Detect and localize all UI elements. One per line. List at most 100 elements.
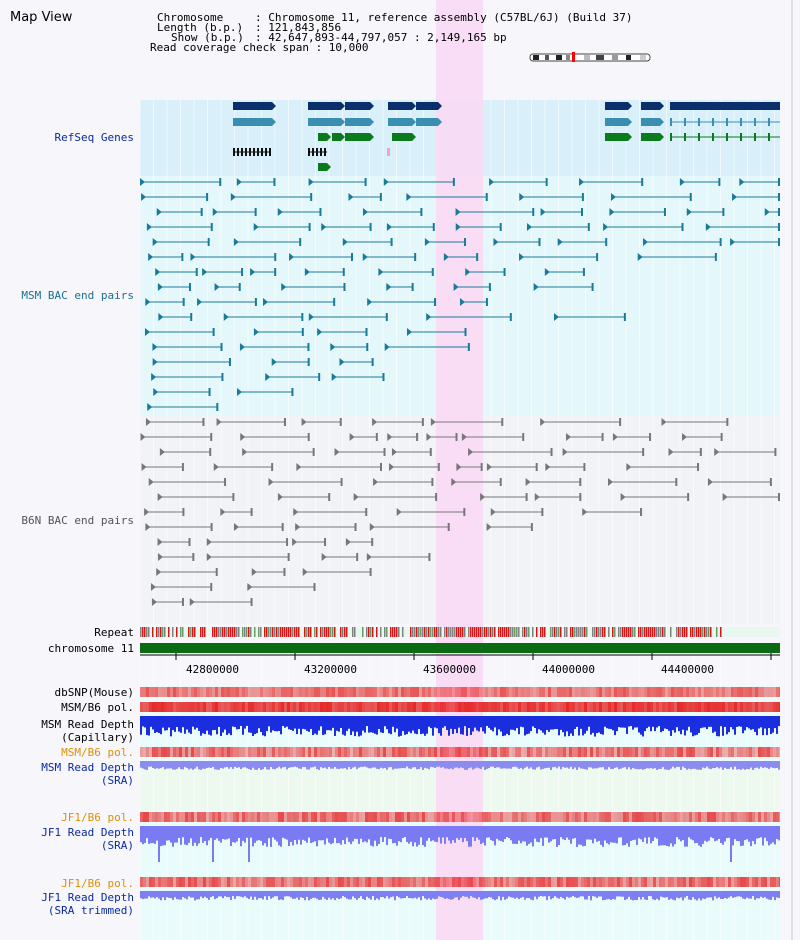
bac-end-arrow[interactable]	[679, 178, 685, 186]
bac-end-marker[interactable]	[719, 238, 722, 246]
bac-end-arrow[interactable]	[465, 268, 471, 276]
bac-end-marker[interactable]	[687, 493, 690, 501]
track-label-refseq[interactable]: RefSeq Genes	[54, 131, 134, 144]
bac-end-arrow[interactable]	[206, 538, 212, 546]
bac-end-marker[interactable]	[287, 553, 290, 561]
bac-end-arrow[interactable]	[253, 223, 259, 231]
bac-end-arrow[interactable]	[544, 268, 550, 276]
bac-end-arrow[interactable]	[668, 448, 674, 456]
bac-end-marker[interactable]	[581, 208, 584, 216]
gene-exon[interactable]	[388, 118, 412, 126]
gene-exon[interactable]	[245, 148, 247, 156]
bac-end-marker[interactable]	[778, 193, 780, 201]
bac-end-arrow[interactable]	[223, 313, 229, 321]
gene-exon[interactable]	[754, 118, 756, 126]
bac-end-arrow[interactable]	[540, 418, 546, 426]
bac-end-arrow[interactable]	[387, 433, 393, 441]
bac-end-marker[interactable]	[501, 418, 504, 426]
bac-end-marker[interactable]	[619, 418, 622, 426]
bac-end-arrow[interactable]	[145, 418, 151, 426]
bac-end-arrow[interactable]	[349, 433, 355, 441]
bac-end-marker[interactable]	[596, 253, 599, 261]
bac-end-arrow[interactable]	[545, 463, 551, 471]
gene-exon[interactable]	[265, 148, 267, 156]
bac-end-arrow[interactable]	[302, 568, 308, 576]
bac-end-arrow[interactable]	[189, 598, 195, 606]
bac-end-marker[interactable]	[432, 223, 435, 231]
bac-end-arrow[interactable]	[637, 253, 643, 261]
bac-end-arrow[interactable]	[642, 238, 648, 246]
bac-end-arrow[interactable]	[301, 418, 307, 426]
bac-end-arrow[interactable]	[339, 358, 345, 366]
bac-end-marker[interactable]	[286, 538, 289, 546]
bac-end-arrow[interactable]	[582, 508, 588, 516]
bac-end-marker[interactable]	[522, 433, 525, 441]
bac-end-marker[interactable]	[271, 463, 274, 471]
bac-end-arrow[interactable]	[271, 358, 277, 366]
bac-end-marker[interactable]	[356, 553, 359, 561]
bac-end-arrow[interactable]	[145, 523, 151, 531]
bac-end-arrow[interactable]	[197, 298, 203, 306]
bac-end-marker[interactable]	[778, 223, 780, 231]
bac-end-marker[interactable]	[525, 493, 528, 501]
bac-end-arrow[interactable]	[334, 448, 340, 456]
bac-end-arrow[interactable]	[389, 463, 395, 471]
bac-end-arrow[interactable]	[156, 568, 162, 576]
bac-end-arrow[interactable]	[366, 553, 372, 561]
bac-end-marker[interactable]	[283, 568, 286, 576]
bac-end-arrow[interactable]	[378, 268, 384, 276]
bac-end-arrow[interactable]	[268, 478, 274, 486]
bac-end-arrow[interactable]	[459, 298, 465, 306]
bac-end-arrow[interactable]	[153, 388, 159, 396]
bac-end-arrow[interactable]	[212, 208, 218, 216]
gene-exon[interactable]	[726, 133, 728, 141]
bac-end-arrow[interactable]	[158, 313, 164, 321]
gene-exon[interactable]	[740, 118, 742, 126]
bac-end-arrow[interactable]	[732, 193, 738, 201]
bac-end-arrow[interactable]	[406, 193, 412, 201]
bac-end-arrow[interactable]	[686, 208, 692, 216]
bac-end-arrow[interactable]	[321, 553, 327, 561]
gene-exon[interactable]	[754, 133, 756, 141]
bac-end-arrow[interactable]	[293, 508, 299, 516]
bac-end-marker[interactable]	[210, 523, 213, 531]
bac-end-arrow[interactable]	[213, 463, 219, 471]
bac-end-marker[interactable]	[623, 313, 626, 321]
bac-end-arrow[interactable]	[406, 328, 412, 336]
bac-end-marker[interactable]	[209, 448, 212, 456]
chromosome-ideogram[interactable]	[529, 52, 651, 62]
bac-end-arrow[interactable]	[144, 508, 150, 516]
bac-end-arrow[interactable]	[722, 493, 728, 501]
bac-end-arrow[interactable]	[155, 268, 161, 276]
bac-end-marker[interactable]	[579, 478, 582, 486]
bac-end-arrow[interactable]	[739, 178, 745, 186]
bac-end-marker[interactable]	[452, 178, 455, 186]
bac-end-marker[interactable]	[339, 418, 342, 426]
bac-end-marker[interactable]	[720, 433, 723, 441]
bac-end-marker[interactable]	[429, 448, 432, 456]
bac-end-marker[interactable]	[369, 568, 372, 576]
bac-end-arrow[interactable]	[730, 238, 736, 246]
bac-end-arrow[interactable]	[493, 238, 499, 246]
bac-end-marker[interactable]	[283, 418, 286, 426]
bac-end-arrow[interactable]	[146, 223, 152, 231]
bac-end-arrow[interactable]	[607, 478, 613, 486]
bac-end-marker[interactable]	[579, 493, 582, 501]
bac-end-arrow[interactable]	[144, 328, 150, 336]
gene-exon[interactable]	[698, 118, 700, 126]
bac-end-marker[interactable]	[301, 328, 304, 336]
bac-end-marker[interactable]	[219, 178, 222, 186]
gene-exon[interactable]	[684, 133, 686, 141]
bac-end-marker[interactable]	[299, 238, 302, 246]
selection-highlight[interactable]	[436, 0, 483, 940]
bac-end-arrow[interactable]	[562, 448, 568, 456]
bac-end-marker[interactable]	[509, 313, 512, 321]
bac-end-arrow[interactable]	[540, 208, 546, 216]
bac-end-marker[interactable]	[416, 433, 419, 441]
bac-end-marker[interactable]	[605, 238, 608, 246]
bac-end-marker[interactable]	[215, 568, 218, 576]
msm-bac-pairs[interactable]	[140, 178, 780, 411]
bac-end-arrow[interactable]	[626, 463, 632, 471]
bac-end-arrow[interactable]	[391, 448, 397, 456]
